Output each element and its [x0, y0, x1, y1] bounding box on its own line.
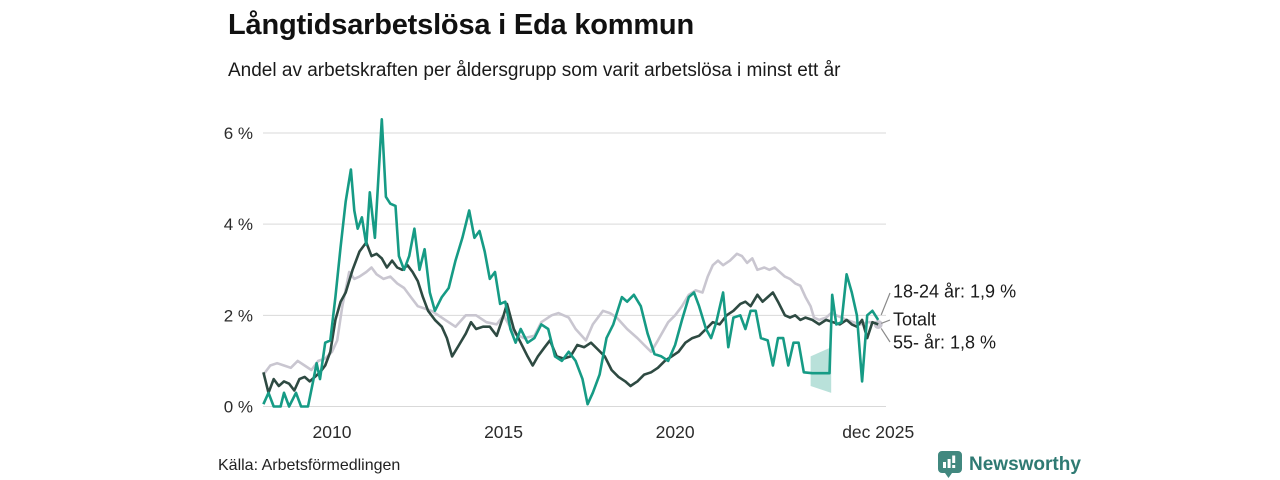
x-axis-tick-label: 2020: [656, 422, 695, 442]
annotation-leader-line: [880, 319, 891, 325]
source-credit: Källa: Arbetsförmedlingen: [218, 457, 401, 474]
y-axis-tick-label: 6 %: [224, 124, 253, 143]
series-line-18-24: [262, 118, 880, 408]
newsworthy-logo: Newsworthy: [938, 451, 1081, 478]
series-label-totalt: Totalt: [893, 309, 937, 330]
series-label-18-24: 18-24 år: 1,9 %: [893, 281, 1017, 302]
annotation-leader-line: [880, 328, 891, 343]
series-label-55plus: 55- år: 1,8 %: [893, 332, 997, 353]
y-axis-tick-label: 2 %: [224, 306, 253, 325]
uncertainty-band: [810, 347, 832, 393]
series-line-55plus: [262, 252, 879, 376]
y-axis-tick-label: 4 %: [224, 215, 253, 234]
series-line-totalt: [262, 241, 879, 395]
x-axis-tick-label: 2015: [484, 422, 523, 442]
x-axis-tick-label: 2010: [313, 422, 352, 442]
bar-chart-badge-icon: [938, 451, 962, 478]
chart-subtitle: Andel av arbetskraften per åldersgrupp s…: [228, 60, 841, 81]
annotation-leader-line: [880, 292, 891, 316]
x-axis-tick-label: dec 2025: [842, 422, 914, 442]
y-axis-tick-label: 0 %: [224, 398, 253, 417]
page-title: Långtidsarbetslösa i Eda kommun: [228, 9, 694, 41]
brand-name: Newsworthy: [969, 453, 1081, 475]
